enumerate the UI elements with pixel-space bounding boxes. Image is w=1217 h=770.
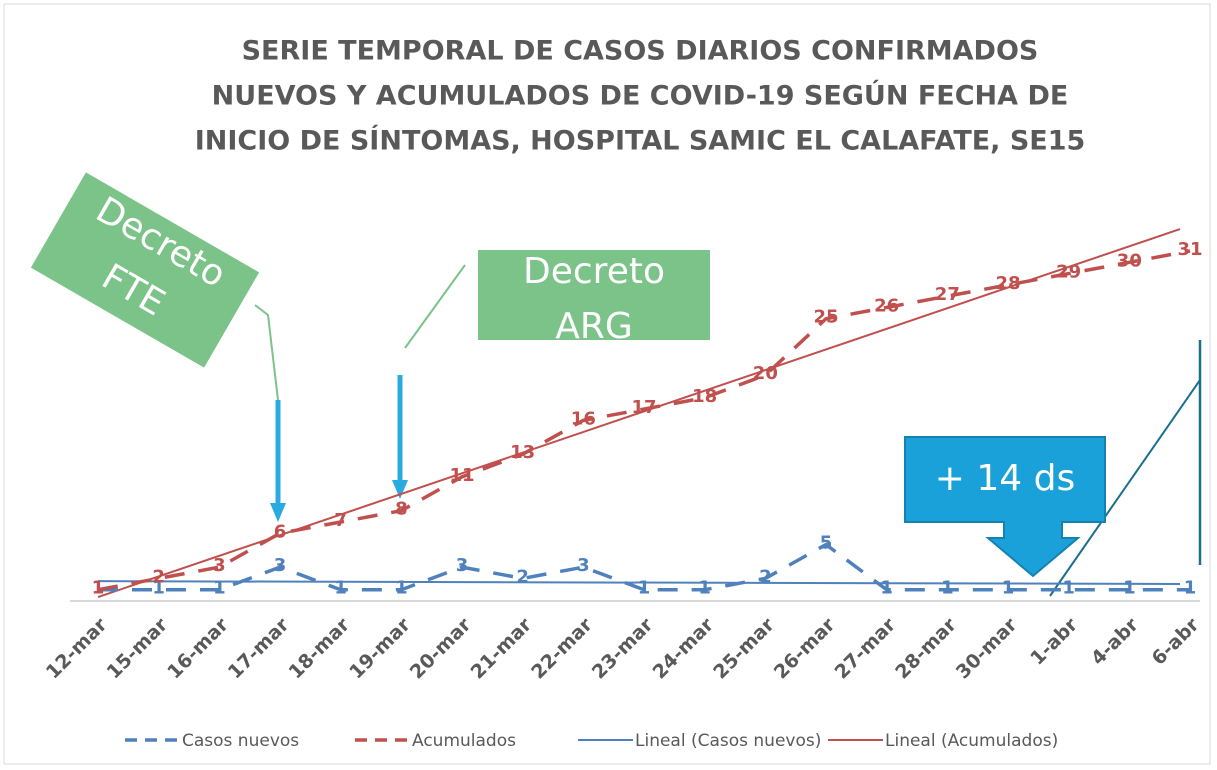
data-label: 3 [577, 555, 590, 576]
data-label: 2 [516, 566, 529, 587]
trendline [97, 580, 1181, 585]
arrow-head [270, 503, 286, 522]
data-label: 1 [152, 578, 165, 599]
data-label: 1 [1184, 578, 1197, 599]
data-label: 18 [692, 386, 717, 407]
legend-label: Lineal (Casos nuevos) [635, 731, 821, 751]
data-label: 1 [1062, 578, 1075, 599]
data-label: 1 [1123, 578, 1136, 599]
data-label: 16 [571, 408, 596, 429]
data-label: 1 [213, 578, 226, 599]
trendline [97, 228, 1181, 599]
data-label: 1 [1002, 578, 1015, 599]
leader-line [404, 264, 466, 349]
data-label: 8 [395, 499, 408, 520]
callout [904, 436, 1106, 578]
arrow-head [392, 480, 408, 499]
data-label: 3 [213, 555, 226, 576]
data-label: 1 [334, 578, 347, 599]
data-label: 1 [395, 578, 408, 599]
marker-line [1049, 379, 1201, 597]
annotation-text: ARG [555, 306, 633, 347]
data-label: 28 [995, 273, 1020, 294]
data-label: 13 [510, 442, 535, 463]
legend-label: Casos nuevos [182, 731, 299, 751]
data-label: 7 [334, 510, 347, 531]
leader-line [254, 304, 279, 401]
chart-title: INICIO DE SÍNTOMAS, HOSPITAL SAMIC EL CA… [195, 125, 1086, 157]
chart-title: NUEVOS Y ACUMULADOS DE COVID-19 SEGÚN FE… [212, 80, 1069, 112]
data-label: 2 [152, 566, 165, 587]
data-label: 11 [449, 465, 474, 486]
series-line [97, 249, 1191, 592]
data-label: 26 [874, 295, 899, 316]
data-label: 25 [813, 307, 838, 328]
data-label: 29 [1056, 262, 1081, 283]
legend-label: Lineal (Acumulados) [885, 731, 1058, 751]
data-label: 1 [880, 578, 893, 599]
chart-frame [3, 3, 1211, 765]
annotation-bg [30, 172, 260, 368]
annotation-bg [478, 250, 710, 340]
data-label: 3 [456, 555, 469, 576]
data-label: 27 [935, 284, 960, 305]
data-label: 2 [759, 566, 772, 587]
data-label: 17 [631, 397, 656, 418]
annotation-text: Decreto [523, 251, 665, 292]
annotation-shapes [254, 264, 1202, 597]
data-label: 1 [941, 578, 954, 599]
data-label: 1 [638, 578, 651, 599]
annotation-text: + 14 ds [935, 458, 1075, 499]
data-label: 1 [92, 578, 105, 599]
data-label: 5 [820, 533, 833, 554]
data-label: 30 [1117, 250, 1142, 271]
data-label: 1 [698, 578, 711, 599]
series-line [98, 542, 1190, 592]
data-label: 6 [274, 521, 287, 542]
chart-title: SERIE TEMPORAL DE CASOS DIARIOS CONFIRMA… [242, 36, 1039, 67]
data-label: 3 [274, 555, 287, 576]
legend-label: Acumulados [412, 731, 516, 751]
data-label: 31 [1177, 239, 1202, 260]
data-label: 20 [753, 363, 778, 384]
